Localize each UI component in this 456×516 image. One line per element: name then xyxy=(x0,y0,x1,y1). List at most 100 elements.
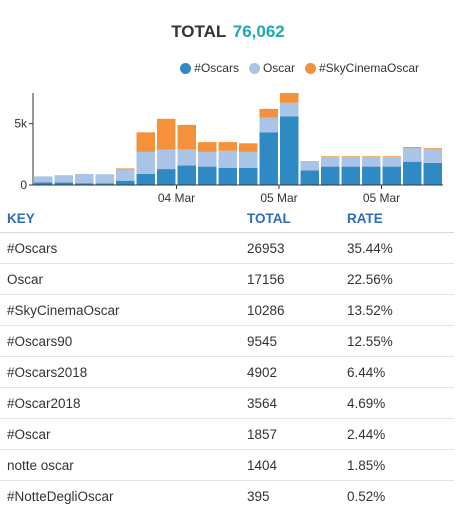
bar-oscar xyxy=(259,117,278,133)
bar-oscar xyxy=(423,149,442,163)
table-row[interactable]: #NotteDegliOscar 395 0.52% xyxy=(0,481,454,512)
bar-oscars-hash xyxy=(218,167,237,185)
bar-oscars-hash xyxy=(280,116,299,185)
legend-label-oscars-hash: #Oscars xyxy=(194,61,239,75)
table-row[interactable]: #Oscar 1857 2.44% xyxy=(0,418,454,450)
bar-oscar xyxy=(198,151,217,167)
bar-oscars-hash xyxy=(423,162,442,185)
bar-skycinema xyxy=(280,93,299,103)
total-summary: TOTAL 76,062 xyxy=(0,22,456,42)
bar-oscar xyxy=(341,156,360,167)
bar-oscar xyxy=(136,151,155,174)
legend-dot-oscar xyxy=(248,62,260,74)
bar-oscars-hash xyxy=(403,161,422,185)
bar-oscars-hash xyxy=(116,180,135,185)
bar-oscars-hash xyxy=(341,166,360,185)
legend-dot-oscars-hash xyxy=(180,62,192,74)
legend-item-oscars-hash[interactable]: #Oscars xyxy=(180,61,239,75)
bar-skycinema xyxy=(423,148,442,150)
bar-oscar xyxy=(239,151,258,168)
bar-skycinema xyxy=(198,142,217,152)
bar-skycinema xyxy=(259,108,278,118)
cell-key: notte oscar xyxy=(0,449,247,481)
bar-oscars-hash xyxy=(382,166,401,185)
cell-rate: 4.69% xyxy=(347,387,454,419)
cell-key: #Oscars xyxy=(0,232,247,264)
bar-oscars-hash xyxy=(95,183,114,185)
y-tick-label: 0 xyxy=(20,178,27,192)
table-header-row: KEY TOTAL RATE xyxy=(0,204,454,233)
bar-oscars-hash xyxy=(177,165,196,185)
cell-total: 9545 xyxy=(247,325,347,357)
cell-key: #Oscars2018 xyxy=(0,356,247,388)
x-tick-label: 05 Mar xyxy=(363,191,400,204)
col-header-total[interactable]: TOTAL xyxy=(247,204,347,233)
x-tick-label: 04 Mar xyxy=(158,191,195,204)
bar-skycinema xyxy=(136,132,155,152)
legend-item-skycinema[interactable]: #SkyCinemaOscar xyxy=(304,61,419,75)
table-row[interactable]: #SkyCinemaOscar 10286 13.52% xyxy=(0,294,454,326)
bar-skycinema xyxy=(239,143,258,152)
cell-key: #Oscar xyxy=(0,418,247,450)
bar-oscar xyxy=(382,156,401,167)
cell-key: #SkyCinemaOscar xyxy=(0,294,247,326)
bar-oscar xyxy=(177,149,196,166)
table-row[interactable]: #Oscars90 9545 12.55% xyxy=(0,325,454,357)
bar-skycinema xyxy=(300,161,319,162)
bar-oscar xyxy=(116,169,135,181)
cell-rate: 22.56% xyxy=(347,263,454,295)
bar-oscars-hash xyxy=(54,182,73,185)
cell-total: 1404 xyxy=(247,449,347,481)
cell-rate: 6.44% xyxy=(347,356,454,388)
bar-oscars-hash xyxy=(362,166,381,185)
total-value: 76,062 xyxy=(232,22,285,41)
bar-oscar xyxy=(300,161,319,171)
col-header-rate[interactable]: RATE xyxy=(347,204,454,233)
table-row[interactable]: #Oscars 26953 35.44% xyxy=(0,232,454,264)
cell-key: #NotteDegliOscar xyxy=(7,488,114,504)
cell-rate: 35.44% xyxy=(347,232,454,264)
cell-key: #Oscars90 xyxy=(0,325,247,357)
cell-rate: 12.55% xyxy=(347,325,454,357)
cell-total: 26953 xyxy=(247,232,347,264)
legend-label-skycinema: #SkyCinemaOscar xyxy=(318,61,419,75)
bar-skycinema xyxy=(321,156,340,157)
chart-legend: #Oscars Oscar #SkyCinemaOscar xyxy=(170,60,419,76)
col-header-key[interactable]: KEY xyxy=(0,204,247,233)
cell-total: 4902 xyxy=(247,356,347,388)
bar-oscars-hash xyxy=(157,169,176,185)
table-row[interactable]: #Oscars2018 4902 6.44% xyxy=(0,356,454,388)
bar-oscar xyxy=(95,174,114,184)
cell-rate: 2.44% xyxy=(347,418,454,450)
bar-skycinema xyxy=(177,124,196,150)
table-row[interactable]: notte oscar 1404 1.85% xyxy=(0,449,454,481)
cell-total: 395 xyxy=(247,488,270,504)
bar-oscar xyxy=(280,102,299,117)
cell-total: 3564 xyxy=(247,387,347,419)
bar-oscar xyxy=(403,148,422,162)
stacked-bar-chart: 0 5k 04 Mar 05 Mar 05 Mar xyxy=(14,93,443,204)
cell-key: #Oscar2018 xyxy=(0,387,247,419)
table-row[interactable]: Oscar 17156 22.56% xyxy=(0,263,454,295)
cell-total: 1857 xyxy=(247,418,347,450)
bar-oscar xyxy=(54,175,73,183)
bar-oscar xyxy=(157,149,176,169)
bar-oscars-hash xyxy=(300,170,319,185)
table-row[interactable]: #Oscar2018 3564 4.69% xyxy=(0,387,454,419)
bar-oscars-hash xyxy=(34,182,53,185)
bar-skycinema xyxy=(403,147,422,149)
legend-dot-skycinema xyxy=(304,62,316,74)
cell-total: 10286 xyxy=(247,294,347,326)
bar-skycinema xyxy=(157,118,176,150)
cell-total: 17156 xyxy=(247,263,347,295)
bar-oscar xyxy=(75,174,94,184)
bar-oscars-hash xyxy=(75,183,94,185)
bar-oscars-hash xyxy=(239,167,258,185)
bar-oscars-hash xyxy=(136,174,155,185)
bar-oscars-hash xyxy=(259,132,278,185)
cell-key: Oscar xyxy=(0,263,247,295)
bar-oscar xyxy=(34,176,53,183)
bar-oscar xyxy=(218,150,237,168)
legend-item-oscar[interactable]: Oscar xyxy=(248,61,295,75)
bar-skycinema xyxy=(218,142,237,151)
